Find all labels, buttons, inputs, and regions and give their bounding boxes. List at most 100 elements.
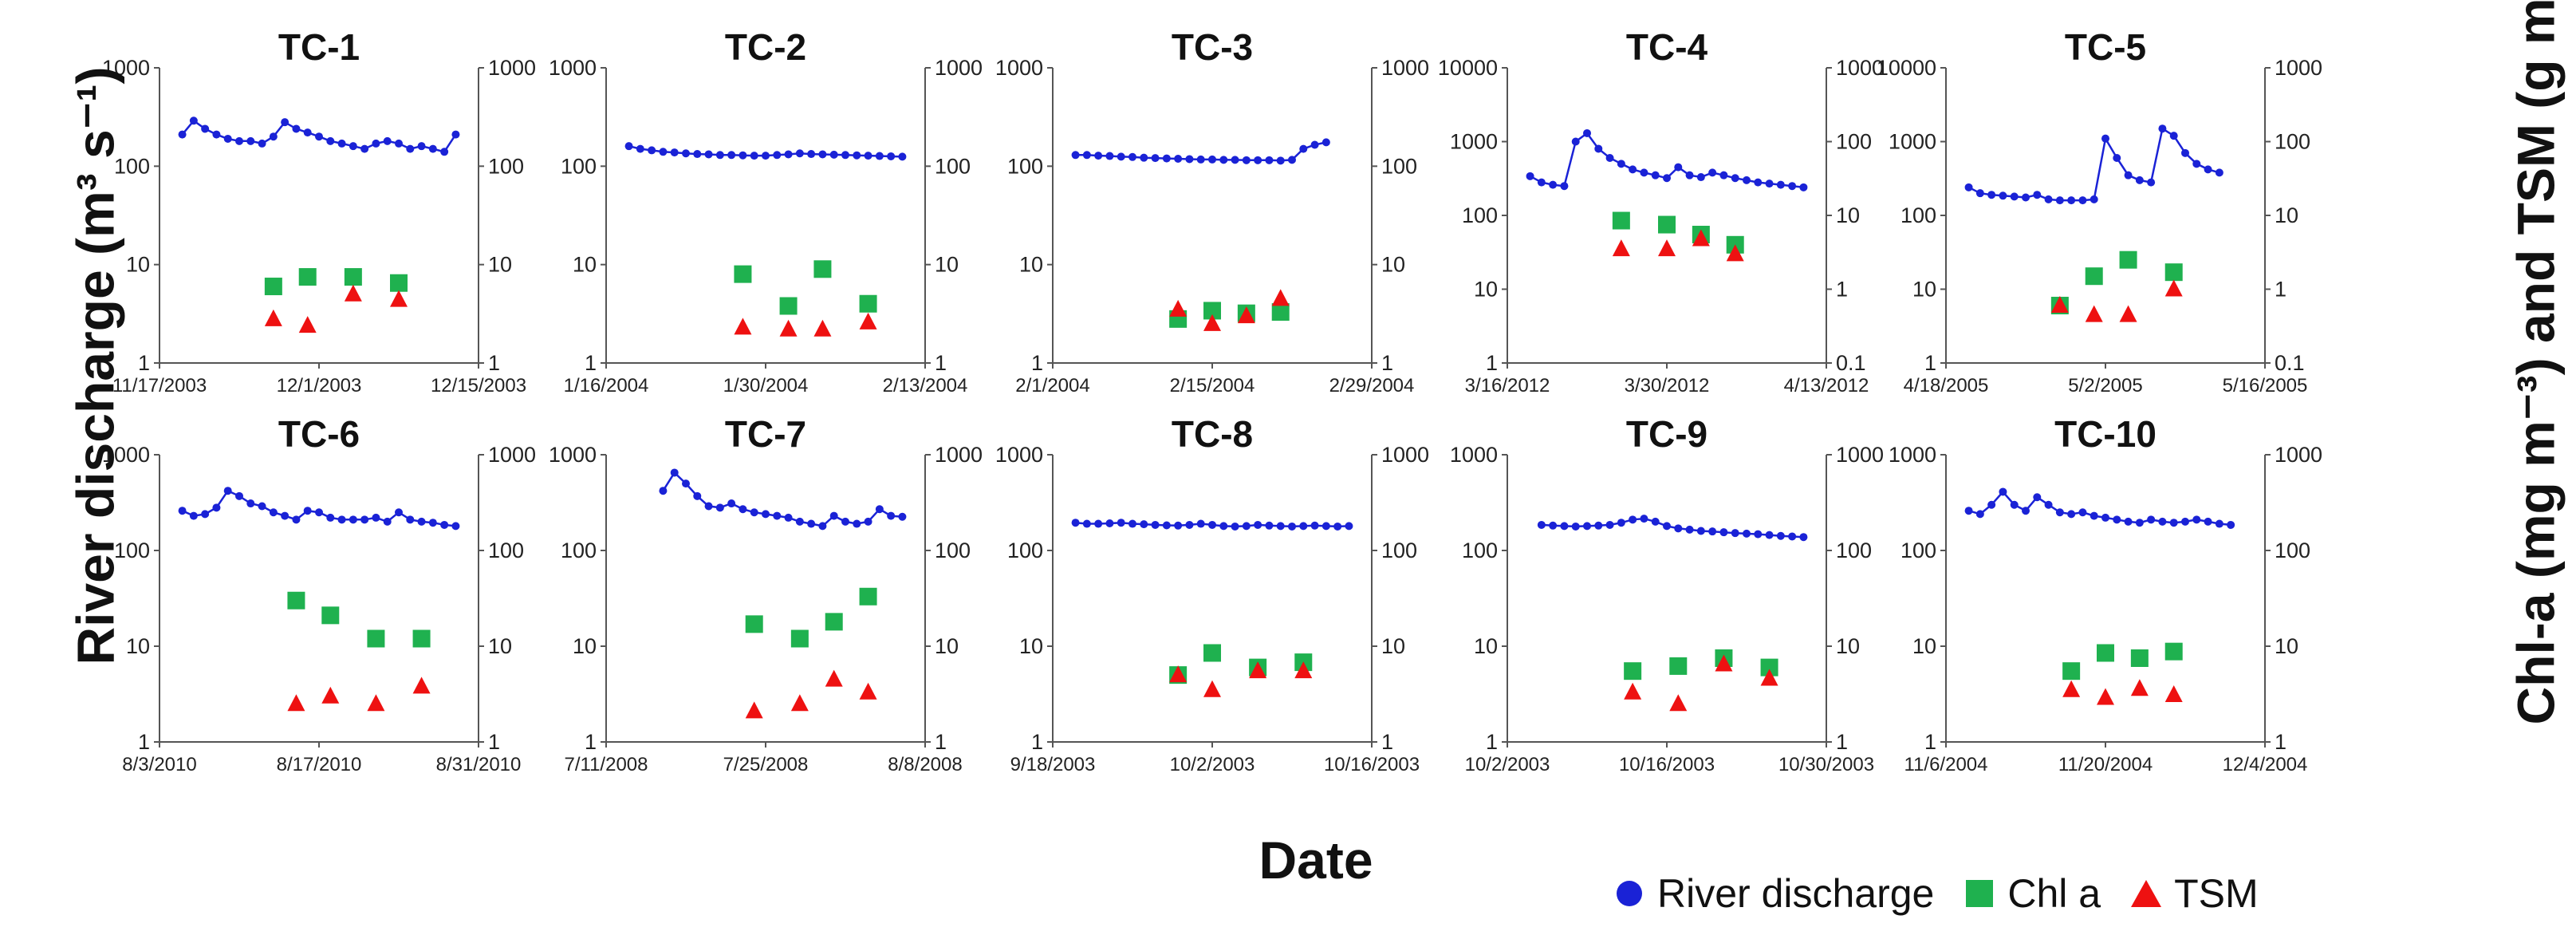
chl-a-point (859, 294, 877, 313)
x-tick-label: 2/1/2004 (1015, 375, 1089, 396)
chart-title: TC-7 (725, 413, 806, 455)
right-tick-label: 10 (935, 253, 959, 277)
discharge-point (383, 136, 392, 145)
left-tick-label: 10 (573, 253, 597, 277)
discharge-point (670, 468, 679, 477)
discharge-point (1640, 168, 1648, 177)
discharge-point (315, 132, 323, 141)
discharge-point (624, 142, 633, 151)
left-tick-label: 10 (1474, 278, 1498, 302)
chart-title: TC-1 (278, 26, 360, 68)
discharge-point (383, 517, 392, 526)
x-tick-label: 7/11/2008 (565, 754, 648, 775)
discharge-point (1310, 521, 1319, 530)
discharge-point (223, 487, 232, 495)
discharge-point (1999, 487, 2007, 496)
x-tick-label: 3/30/2012 (1625, 375, 1710, 396)
left-tick-label: 100 (1900, 539, 1936, 562)
legend-item-river-discharge: River discharge (1611, 870, 1934, 917)
discharge-point (1788, 182, 1797, 191)
discharge-point (337, 515, 346, 524)
right-tick-label: 10 (1836, 203, 1860, 227)
discharge-point (1140, 153, 1148, 162)
left-tick-label: 10 (1912, 278, 1936, 302)
discharge-point (2101, 134, 2109, 143)
discharge-point (1299, 144, 1308, 153)
discharge-point (1151, 520, 1160, 529)
left-tick-label: 1000 (1450, 443, 1498, 467)
tsm-point (390, 290, 408, 307)
x-tick-label: 1/30/2004 (723, 375, 809, 396)
discharge-point (395, 139, 403, 148)
discharge-point (887, 152, 896, 160)
left-tick-label: 10 (126, 634, 150, 658)
tsm-point (2164, 279, 2183, 297)
discharge-point (1743, 176, 1751, 184)
tsm-point (1237, 306, 1255, 324)
discharge-point (750, 508, 758, 517)
chart-title: TC-10 (2054, 413, 2157, 455)
chl-a-point (859, 587, 877, 606)
tsm-point (1612, 239, 1630, 257)
chl-a-point (2119, 251, 2137, 269)
discharge-point (727, 151, 736, 160)
discharge-point (739, 505, 747, 514)
discharge-point (440, 520, 449, 529)
discharge-point (1288, 156, 1296, 164)
tsm-point (412, 677, 431, 694)
discharge-point (2227, 520, 2235, 529)
discharge-point (1583, 128, 1591, 137)
discharge-point (762, 152, 770, 160)
right-tick-label: 100 (2275, 130, 2310, 154)
tsm-point (2050, 296, 2069, 314)
discharge-point (451, 130, 460, 139)
discharge-point (2215, 168, 2223, 177)
left-tick-label: 10 (1474, 634, 1498, 658)
discharge-point (1128, 152, 1136, 161)
left-tick-label: 1 (1924, 730, 1936, 754)
discharge-point (898, 152, 907, 161)
discharge-point (715, 503, 724, 512)
discharge-point (693, 491, 702, 500)
x-tick-label: 8/8/2008 (888, 754, 962, 775)
discharge-point (2192, 160, 2201, 168)
legend-label: Chl a (2007, 871, 2101, 916)
discharge-point (2044, 195, 2053, 203)
discharge-point (1999, 191, 2007, 200)
discharge-point (1105, 152, 1114, 160)
x-tick-label: 2/13/2004 (883, 375, 968, 396)
chl-a-point (825, 613, 843, 631)
discharge-point (1708, 527, 1717, 536)
discharge-point (1629, 165, 1637, 174)
discharge-point (2215, 519, 2223, 528)
discharge-point (1975, 189, 1984, 198)
discharge-point (1605, 520, 1614, 529)
tsm-point (1203, 314, 1221, 331)
discharge-point (2090, 511, 2098, 520)
discharge-point (1299, 522, 1308, 531)
discharge-point (1219, 156, 1228, 164)
chl-a-point (2164, 642, 2183, 661)
discharge-point (1321, 138, 1330, 147)
discharge-point (303, 128, 312, 137)
discharge-point (2033, 493, 2042, 502)
discharge-point (178, 507, 187, 515)
right-tick-label: 1 (1381, 351, 1393, 375)
left-tick-label: 10000 (1438, 56, 1498, 80)
discharge-point (784, 513, 793, 522)
discharge-point (1185, 155, 1194, 164)
left-tick-label: 10 (573, 634, 597, 658)
chl-a-point (1203, 302, 1221, 320)
discharge-point (1975, 510, 1984, 519)
discharge-point (1082, 519, 1091, 528)
discharge-point (2067, 196, 2076, 205)
chl-a-point (321, 606, 340, 625)
discharge-point (428, 144, 437, 153)
x-tick-label: 4/13/2012 (1784, 375, 1869, 396)
x-tick-label: 11/6/2004 (1904, 754, 1988, 775)
tsm-point (859, 682, 877, 700)
discharge-point (648, 146, 656, 155)
tsm-point (2062, 680, 2081, 697)
right-tick-label: 10 (488, 634, 512, 658)
discharge-point (1560, 182, 1569, 191)
